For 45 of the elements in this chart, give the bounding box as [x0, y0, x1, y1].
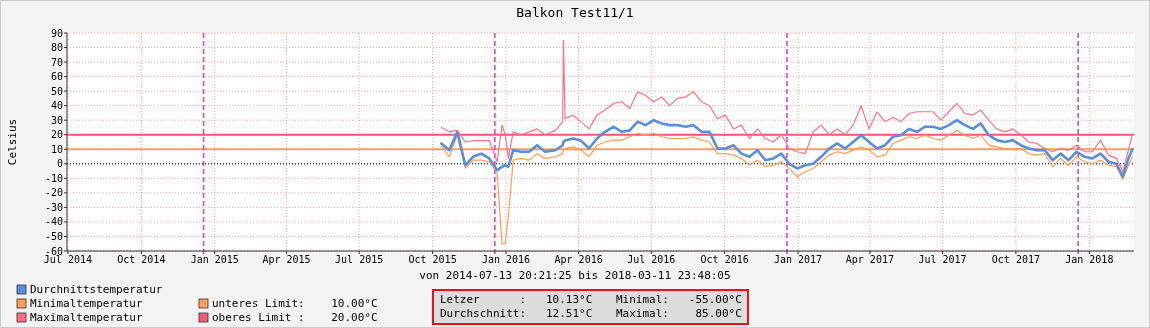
legend-label: Minimaltemperatur [30, 297, 143, 310]
x-tick-label: Jul 2014 [43, 254, 93, 265]
text: Durchschnitt: 12.51°C [440, 307, 593, 320]
y-tick-label: -10 [44, 172, 63, 184]
y-tick-label: -30 [44, 201, 63, 213]
y-tick-label: 90 [50, 27, 63, 39]
x-tick-label: Jan 2016 [481, 254, 531, 265]
line-series [440, 39, 1134, 173]
y-tick-label: 70 [50, 56, 63, 68]
y-tick-label: 30 [50, 114, 63, 126]
legend-label: oberes Limit : 20.00°C [212, 311, 378, 324]
chart-title: Balkon Test11/1 [516, 5, 634, 20]
y-tick-label: 0 [56, 158, 63, 170]
y-tick-label: -50 [44, 230, 63, 242]
text: Minimal: -55.00°C [616, 293, 742, 306]
x-tick-label: Oct 2014 [117, 254, 166, 265]
y-axis-title: Celsius [6, 118, 19, 166]
x-tick-label: Apr 2015 [262, 254, 311, 265]
y-tick-label: 60 [50, 71, 63, 83]
x-tick-label: Apr 2017 [845, 254, 894, 265]
y-tick-label: -40 [44, 216, 63, 228]
y-tick-label: 40 [50, 100, 63, 112]
legend-label: Durchnittstemperatur [30, 283, 163, 296]
x-tick-label: Oct 2017 [991, 254, 1040, 265]
y-tick-label: -20 [44, 187, 63, 199]
y-tick-label: 80 [50, 42, 63, 54]
x-tick-label: Jul 2017 [918, 254, 967, 265]
x-tick-label: Jan 2015 [190, 254, 239, 265]
y-tick-label: 20 [50, 129, 63, 141]
legend-label: Maximaltemperatur [30, 311, 143, 324]
x-tick-label: Jul 2016 [627, 254, 676, 265]
y-tick-label: 50 [50, 85, 63, 97]
x-tick-label: Jan 2017 [773, 254, 823, 265]
text: von 2014-07-13 20:21:25 bis 2018-03-11 23:48:05 [419, 269, 731, 282]
text: Letzer : 10.13°C [440, 293, 593, 306]
line-series [440, 118, 1134, 179]
x-tick-label: Jul 2015 [335, 254, 384, 265]
x-tick-label: Jan 2018 [1065, 254, 1114, 265]
x-tick-label: Oct 2015 [408, 254, 457, 265]
x-tick-label: Apr 2016 [554, 254, 603, 265]
y-tick-label: 10 [50, 143, 63, 155]
text: Maximal: 85.00°C [616, 307, 742, 320]
x-tick-label: Oct 2016 [700, 254, 749, 265]
y-tick-label: -60 [44, 245, 63, 257]
legend-label: unteres Limit: 10.00°C [212, 297, 378, 310]
